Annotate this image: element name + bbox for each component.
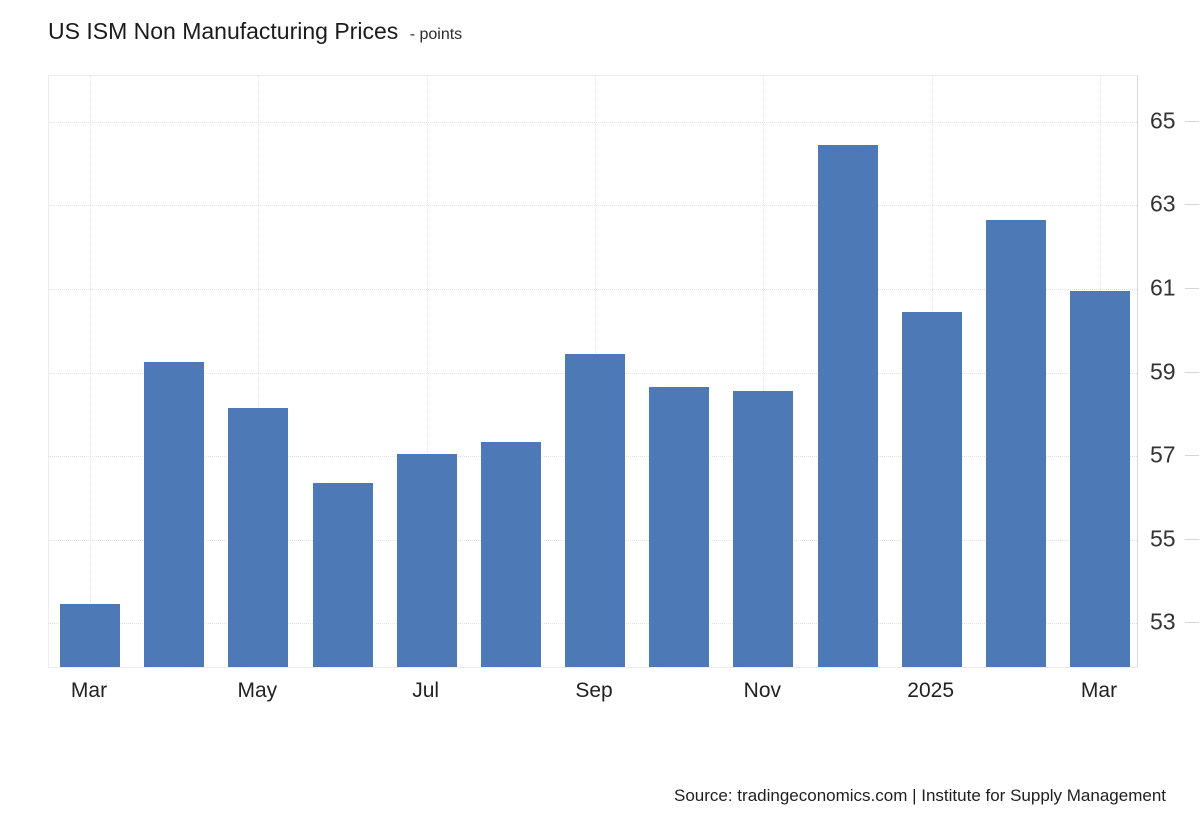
- x-axis-tick-label: Mar: [70, 679, 108, 702]
- bar[interactable]: [144, 362, 205, 667]
- h-gridline: [49, 288, 1137, 290]
- bar[interactable]: [985, 220, 1046, 667]
- x-axis-tick-label: May: [237, 679, 278, 702]
- bar[interactable]: [649, 387, 710, 667]
- bar[interactable]: [60, 604, 120, 667]
- y-axis-tick-mark: [1185, 120, 1199, 122]
- bar[interactable]: [1070, 291, 1130, 667]
- x-axis-tick-label: Nov: [743, 679, 782, 702]
- y-axis-tick-label: 57: [1150, 441, 1176, 468]
- v-gridline: [426, 76, 428, 667]
- y-axis-tick-mark: [1185, 287, 1199, 289]
- y-axis-tick-label: 53: [1150, 608, 1176, 635]
- x-axis-tick-label: Sep: [575, 679, 613, 702]
- y-axis-tick-label: 59: [1150, 358, 1176, 384]
- source-attribution: Source: tradingeconomics.com | Institute…: [674, 786, 1166, 805]
- x-axis-tick-label: Mar: [1080, 679, 1118, 702]
- bar[interactable]: [312, 483, 373, 667]
- h-gridline: [49, 205, 1137, 207]
- x-axis-tick-label: 2025: [907, 679, 955, 702]
- h-gridline: [49, 121, 1137, 123]
- y-axis-tick-mark: [1185, 204, 1199, 206]
- y-axis-tick-label: 55: [1150, 525, 1176, 552]
- y-axis-tick-mark: [1185, 622, 1199, 624]
- bar[interactable]: [901, 312, 962, 667]
- y-axis-tick-mark: [1185, 371, 1199, 373]
- y-axis-tick-label: 63: [1150, 190, 1176, 217]
- x-axis-tick-label: Jul: [412, 679, 440, 702]
- v-gridline: [258, 76, 260, 667]
- v-gridline: [763, 76, 765, 667]
- bar[interactable]: [480, 441, 541, 667]
- chart-title: US ISM Non Manufacturing Prices: [48, 18, 399, 44]
- bar[interactable]: [396, 454, 457, 667]
- bar[interactable]: [228, 408, 289, 667]
- y-axis-tick-label: 61: [1150, 274, 1176, 301]
- bar[interactable]: [733, 391, 794, 667]
- y-axis-tick-label: 65: [1150, 107, 1176, 134]
- y-axis-tick-mark: [1185, 538, 1199, 540]
- bar[interactable]: [565, 353, 625, 667]
- plot-area: [48, 75, 1138, 668]
- y-axis-tick-mark: [1185, 455, 1199, 457]
- chart-header: US ISM Non Manufacturing Prices - points: [48, 18, 462, 45]
- bar[interactable]: [817, 145, 878, 667]
- v-gridline: [90, 76, 91, 667]
- chart-units-label: - points: [409, 26, 463, 43]
